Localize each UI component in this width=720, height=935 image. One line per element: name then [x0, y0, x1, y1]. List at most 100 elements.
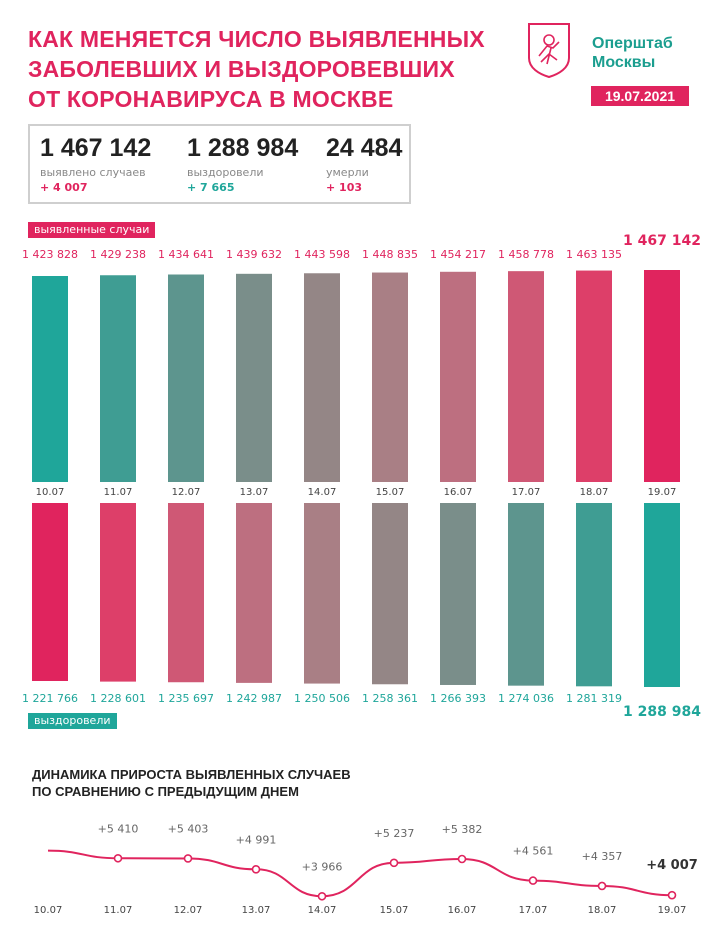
- stat-deaths: 24 484 умерли + 103: [326, 134, 402, 194]
- stat-deaths-value: 24 484: [326, 134, 403, 162]
- increase-line: [47, 849, 673, 898]
- stat-recovered: 1 288 984 выздоровели + 7 665: [187, 134, 298, 194]
- stat-cases-delta: + 4 007: [40, 181, 88, 194]
- recovered-value-label: 1 250 506: [294, 692, 350, 705]
- date-tick-label: 17.07: [512, 487, 541, 498]
- org-line-1: Оперштаб: [592, 35, 673, 52]
- increase-point: [317, 891, 327, 901]
- recovered-value-label: 1 288 984: [623, 704, 701, 720]
- cases-bar: [644, 270, 680, 482]
- increase-value-label: +5 410: [98, 822, 139, 835]
- stat-cases-label: выявлено случаев: [40, 166, 146, 179]
- cases-value-label: 1 454 217: [430, 248, 486, 261]
- recovered-bar: [576, 503, 612, 687]
- line-date-tick-label: 17.07: [519, 905, 548, 916]
- recovered-bar: [236, 503, 272, 683]
- stat-deaths-label: умерли: [326, 166, 369, 179]
- increase-point: [113, 853, 123, 863]
- page-title: КАК МЕНЯЕТСЯ ЧИСЛО ВЫЯВЛЕННЫХ ЗАБОЛЕВШИХ…: [28, 24, 485, 114]
- increase-value-label: +3 966: [302, 860, 343, 873]
- date-tick-label: 13.07: [240, 487, 269, 498]
- cases-bar: [372, 272, 408, 482]
- cases-value-label: 1 439 632: [226, 248, 282, 261]
- stat-recovered-label: выздоровели: [187, 166, 264, 179]
- date-tick-label: 15.07: [376, 487, 405, 498]
- cases-bar: [236, 273, 272, 482]
- increase-point: [457, 854, 467, 864]
- recovered-value-label: 1 242 987: [226, 692, 282, 705]
- cases-bar: [32, 276, 68, 482]
- cases-value-label: 1 443 598: [294, 248, 350, 261]
- org-name: Оперштаб Москвы: [592, 34, 673, 72]
- recovered-bar: [100, 503, 136, 682]
- stat-cases: 1 467 142 выявлено случаев + 4 007: [40, 134, 151, 194]
- recovered-bar: [32, 503, 68, 681]
- cases-value-label: 1 458 778: [498, 248, 554, 261]
- cases-bar: [508, 271, 544, 482]
- title-line-1: КАК МЕНЯЕТСЯ ЧИСЛО ВЫЯВЛЕННЫХ: [28, 26, 485, 52]
- line-date-tick-label: 18.07: [588, 905, 617, 916]
- cases-value-label: 1 429 238: [90, 248, 146, 261]
- line-chart-title: ДИНАМИКА ПРИРОСТА ВЫЯВЛЕННЫХ СЛУЧАЕВ ПО …: [32, 766, 351, 800]
- recovered-value-label: 1 274 036: [498, 692, 554, 705]
- recovered-bar: [440, 503, 476, 685]
- title-line-3: ОТ КОРОНАВИРУСА В МОСКВЕ: [28, 86, 394, 112]
- recovered-value-label: 1 258 361: [362, 692, 418, 705]
- increase-point: [597, 881, 607, 891]
- date-tick-label: 18.07: [580, 487, 609, 498]
- recovered-value-label: 1 266 393: [430, 692, 486, 705]
- org-line-2: Москвы: [592, 54, 656, 71]
- recovered-bar: [644, 503, 680, 687]
- increase-point: [251, 864, 261, 874]
- date-badge: 19.07.2021: [591, 86, 689, 106]
- cases-value-label: 1 448 835: [362, 248, 418, 261]
- recovered-value-label: 1 228 601: [90, 692, 146, 705]
- increase-point: [389, 858, 399, 868]
- recovered-bar: [304, 503, 340, 684]
- increase-value-label: +5 403: [168, 822, 209, 835]
- increase-value-label: +4 007: [646, 858, 698, 873]
- increase-value-label: +4 991: [236, 833, 277, 846]
- increase-point: [528, 876, 538, 885]
- cases-value-label: 1 423 828: [22, 248, 78, 261]
- cases-bar: [576, 270, 612, 482]
- cases-value-label: 1 434 641: [158, 248, 214, 261]
- stat-recovered-value: 1 288 984: [187, 134, 299, 162]
- cases-bar: [304, 273, 340, 482]
- recovered-bar: [508, 503, 544, 686]
- recovered-value-label: 1 221 766: [22, 692, 78, 705]
- line-chart-title-line-1: ДИНАМИКА ПРИРОСТА ВЫЯВЛЕННЫХ СЛУЧАЕВ: [32, 767, 351, 782]
- line-date-tick-label: 16.07: [448, 905, 477, 916]
- stat-deaths-delta: + 103: [326, 181, 363, 194]
- date-tick-label: 12.07: [172, 487, 201, 498]
- line-date-tick-label: 19.07: [658, 905, 687, 916]
- recovered-legend-tag: выздоровели: [28, 713, 117, 729]
- increase-value-label: +5 382: [442, 823, 483, 836]
- stat-cases-value: 1 467 142: [40, 134, 152, 162]
- date-tick-label: 14.07: [308, 487, 337, 498]
- line-date-tick-label: 15.07: [380, 905, 409, 916]
- line-date-tick-label: 14.07: [308, 905, 337, 916]
- cases-value-label: 1 463 135: [566, 248, 622, 261]
- increase-value-label: +4 357: [582, 850, 623, 863]
- recovered-bar: [168, 503, 204, 683]
- increase-point: [667, 890, 677, 900]
- recovered-value-label: 1 235 697: [158, 692, 214, 705]
- moscow-crest-icon: [528, 23, 570, 78]
- title-line-2: ЗАБОЛЕВШИХ И ВЫЗДОРОВЕВШИХ: [28, 56, 455, 82]
- recovered-bar: [372, 503, 408, 685]
- date-tick-label: 11.07: [104, 487, 133, 498]
- line-date-tick-label: 12.07: [174, 905, 203, 916]
- cases-value-label: 1 467 142: [623, 233, 701, 249]
- line-date-tick-label: 11.07: [104, 905, 133, 916]
- cases-bar: [100, 275, 136, 482]
- cases-bar: [440, 271, 476, 482]
- recovered-value-label: 1 281 319: [566, 692, 622, 705]
- stat-recovered-delta: + 7 665: [187, 181, 235, 194]
- line-date-tick-label: 13.07: [242, 905, 271, 916]
- cases-legend-tag: выявленные случаи: [28, 222, 156, 238]
- line-chart-title-line-2: ПО СРАВНЕНИЮ С ПРЕДЫДУЩИМ ДНЕМ: [32, 784, 299, 799]
- cases-bar: [168, 274, 204, 482]
- date-tick-label: 16.07: [444, 487, 473, 498]
